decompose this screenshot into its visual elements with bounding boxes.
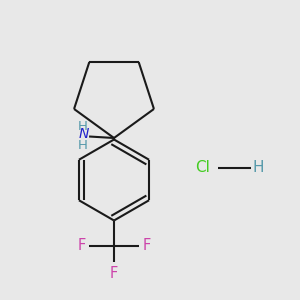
Text: F: F: [142, 238, 150, 253]
Text: N: N: [78, 127, 88, 141]
Text: Cl: Cl: [195, 160, 210, 175]
Text: F: F: [110, 266, 118, 281]
Text: H: H: [252, 160, 263, 175]
Text: H: H: [78, 120, 87, 134]
Text: H: H: [78, 139, 87, 152]
Text: F: F: [78, 238, 86, 253]
